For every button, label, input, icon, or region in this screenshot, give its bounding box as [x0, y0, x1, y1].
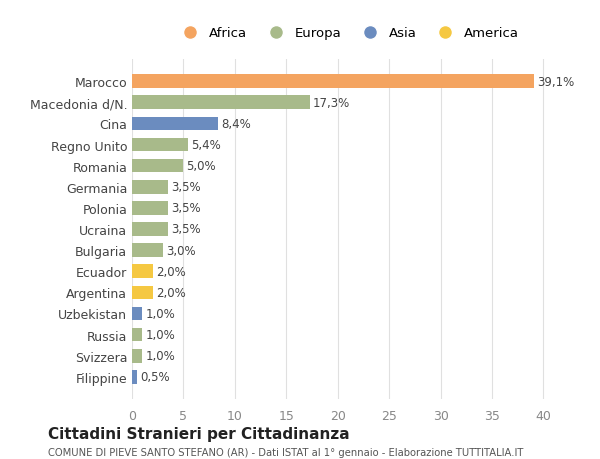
Bar [132, 286, 152, 300]
Bar [132, 75, 534, 89]
Text: 1,0%: 1,0% [145, 328, 175, 341]
Legend: Africa, Europa, Asia, America: Africa, Europa, Asia, America [172, 22, 524, 45]
Bar [132, 265, 152, 279]
Text: 2,0%: 2,0% [155, 265, 185, 278]
Bar [132, 349, 142, 363]
Text: 2,0%: 2,0% [155, 286, 185, 299]
Bar [132, 202, 168, 215]
Bar [132, 307, 142, 321]
Text: 5,0%: 5,0% [187, 160, 216, 173]
Text: 5,4%: 5,4% [191, 139, 220, 151]
Text: 1,0%: 1,0% [145, 308, 175, 320]
Bar [132, 159, 184, 173]
Text: 3,5%: 3,5% [171, 223, 201, 236]
Text: 3,5%: 3,5% [171, 181, 201, 194]
Text: 3,5%: 3,5% [171, 202, 201, 215]
Text: COMUNE DI PIEVE SANTO STEFANO (AR) - Dati ISTAT al 1° gennaio - Elaborazione TUT: COMUNE DI PIEVE SANTO STEFANO (AR) - Dat… [48, 447, 523, 457]
Bar [132, 96, 310, 110]
Text: 39,1%: 39,1% [537, 75, 575, 89]
Bar [132, 180, 168, 194]
Text: 3,0%: 3,0% [166, 244, 196, 257]
Bar [132, 244, 163, 257]
Text: 8,4%: 8,4% [221, 118, 251, 131]
Bar [132, 223, 168, 236]
Bar [132, 370, 137, 384]
Text: 0,5%: 0,5% [140, 370, 170, 384]
Text: 17,3%: 17,3% [313, 96, 350, 110]
Bar [132, 138, 188, 152]
Bar [132, 117, 218, 131]
Bar [132, 328, 142, 342]
Text: 1,0%: 1,0% [145, 349, 175, 363]
Text: Cittadini Stranieri per Cittadinanza: Cittadini Stranieri per Cittadinanza [48, 425, 350, 441]
